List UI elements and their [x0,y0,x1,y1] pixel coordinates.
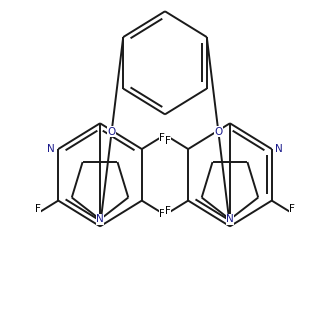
Text: F: F [159,133,165,143]
Text: F: F [165,206,171,217]
Text: N: N [96,214,104,224]
Text: O: O [214,127,222,137]
Text: N: N [226,214,234,224]
Text: F: F [159,210,165,219]
Text: N: N [47,144,55,154]
Text: F: F [35,204,41,214]
Text: F: F [165,136,171,146]
Text: N: N [275,144,283,154]
Text: O: O [108,127,116,137]
Text: F: F [289,204,295,214]
